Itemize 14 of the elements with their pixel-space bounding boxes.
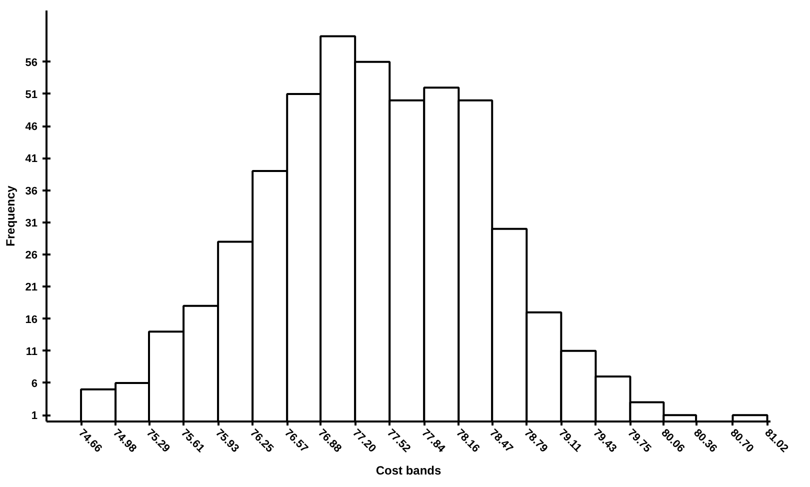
y-axis-title: Frequency [3,185,18,246]
y-tick-label: 41 [25,153,38,166]
y-tick-label: 6 [31,378,38,390]
y-tick-label: 36 [25,185,38,198]
y-tick-label: 46 [25,121,38,134]
y-tick-label: 26 [25,250,38,262]
x-axis-title: Cost bands [376,464,442,478]
y-tick-label: 16 [25,314,38,326]
y-tick-label: 31 [25,217,38,230]
y-tick-label: 1 [31,410,38,422]
y-tick-label: 51 [25,88,38,101]
y-tick-label: 21 [25,282,38,294]
y-tick-label: 56 [25,56,38,69]
y-tick-label: 11 [26,346,38,358]
